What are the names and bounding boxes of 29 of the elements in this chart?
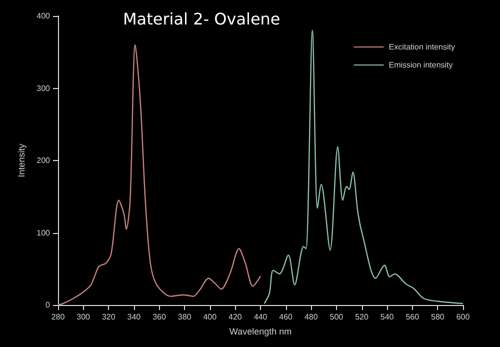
x-tick-label: 420 [228,312,242,322]
x-tick-label: 280 [51,312,66,322]
legend-label: Emission intensity [388,60,453,70]
line-series [57,44,262,306]
x-tick-label: 580 [431,312,445,322]
y-tick-label: 100 [36,228,51,238]
x-tick-label: 500 [330,312,344,322]
x-tick-label: 540 [380,312,394,322]
x-tick-label: 340 [127,312,142,322]
x-tick-label: 300 [76,312,91,322]
y-tick-label: 200 [36,156,51,165]
x-tick-label: 520 [355,312,369,322]
line-series [264,30,464,304]
x-tick-label: 380 [178,312,192,322]
y-tick-label: 0 [46,300,51,310]
x-tick-label: 400 [203,312,218,322]
x-tick-label: 480 [304,312,318,322]
legend-label: Excitation intensity [388,42,456,52]
x-tick-label: 600 [456,312,470,322]
x-tick-label: 440 [254,312,268,322]
x-tick-label: 560 [406,312,420,322]
x-tick-label: 360 [152,312,166,322]
chart-title: Material 2- Ovalene [123,10,280,28]
x-tick-label: 460 [279,312,294,322]
y-axis-title: Intensity [16,143,26,178]
y-tick-label: 300 [36,84,51,93]
y-tick-label: 400 [36,12,51,20]
x-tick-label: 320 [102,312,116,322]
x-axis-title: Wavelength nm [229,326,292,336]
